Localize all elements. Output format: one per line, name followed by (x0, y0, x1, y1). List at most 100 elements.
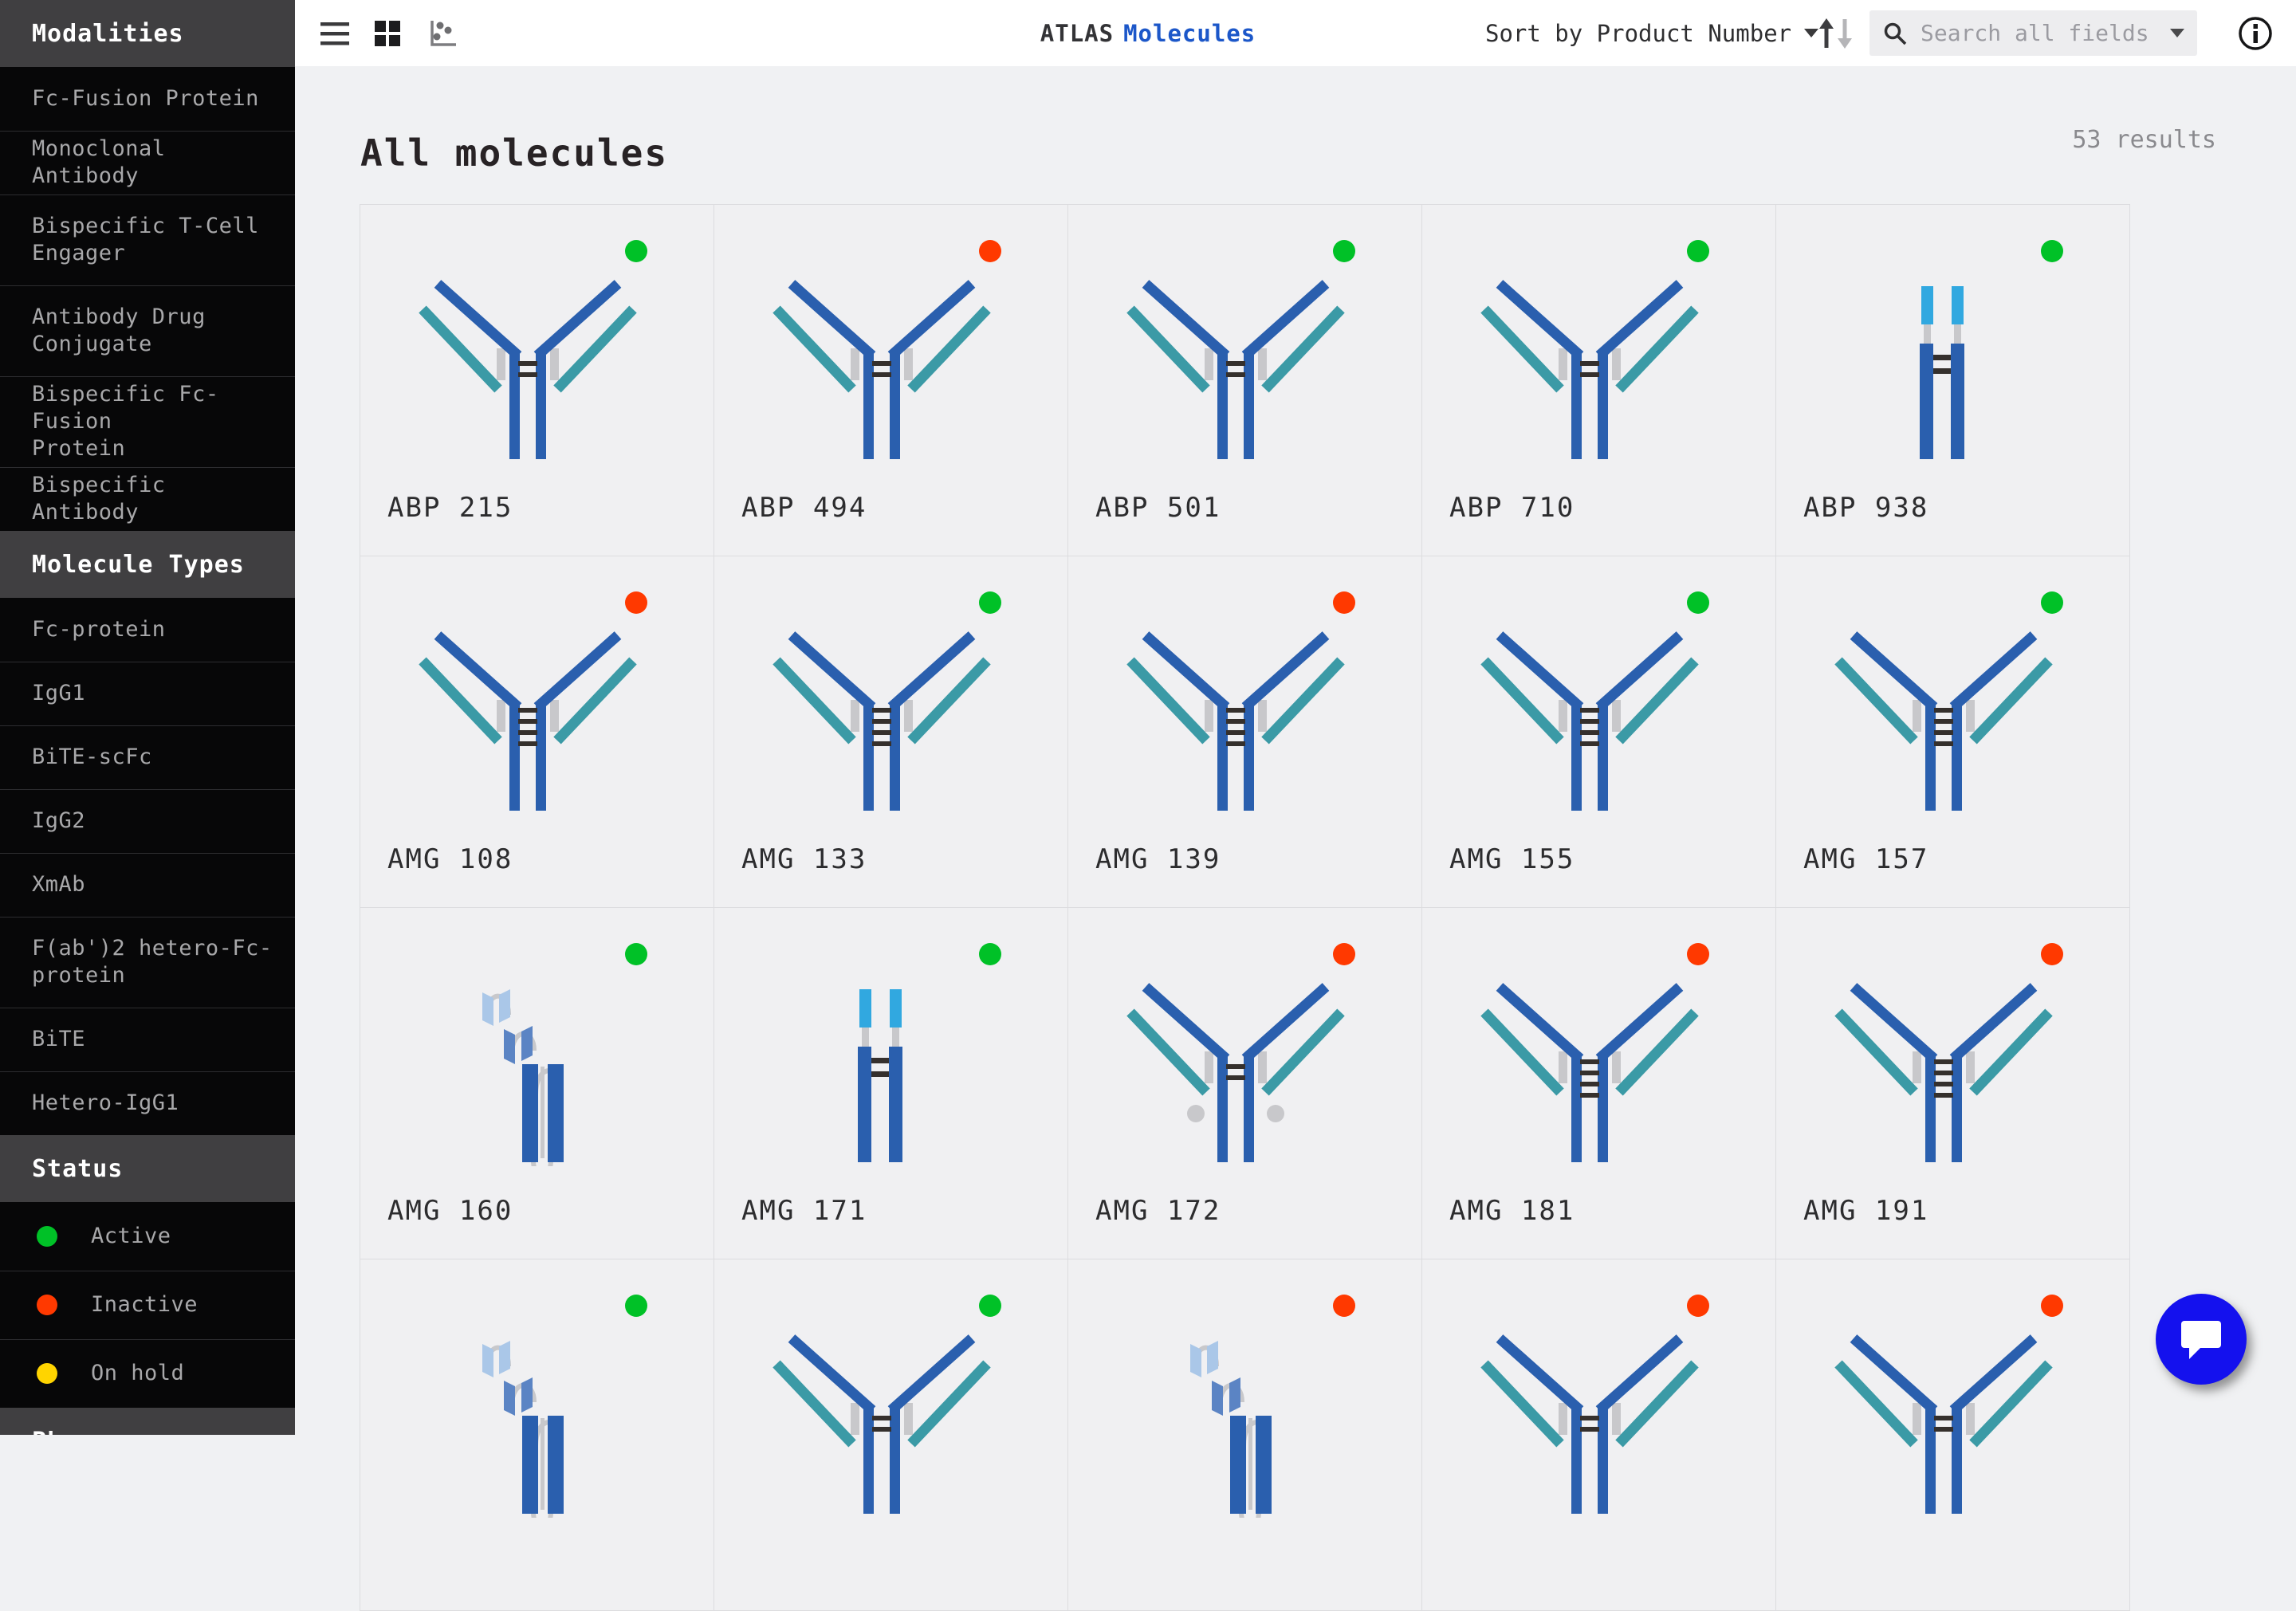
sidebar-filter-item[interactable]: Hetero-IgG1 (0, 1071, 295, 1135)
molecule-status-dot (1687, 591, 1709, 614)
molecule-name: AMG 108 (387, 843, 513, 875)
molecule-status-dot (1333, 943, 1355, 965)
molecule-status-dot (1687, 1295, 1709, 1317)
app-title-atlas: ATLAS (1040, 19, 1115, 47)
scatter-plot-view-icon[interactable] (429, 0, 458, 66)
molecule-name: AMG 160 (387, 1195, 513, 1227)
molecule-name: AMG 171 (741, 1195, 867, 1227)
search-input[interactable] (1919, 19, 2157, 47)
molecule-card[interactable]: AMG 139 (1068, 556, 1422, 908)
bite-icon (482, 1341, 564, 1518)
bite-icon (482, 989, 564, 1166)
igg1-antibody-icon (773, 1334, 991, 1514)
molecule-card[interactable]: AMG 191 (1776, 908, 2130, 1259)
molecule-card[interactable]: AMG 160 (360, 908, 714, 1259)
bite-icon (1190, 1341, 1272, 1518)
sidebar-filter-item[interactable]: Bispecific Fc-Fusion Protein (0, 376, 295, 467)
igg1-antibody-icon (1480, 1334, 1699, 1514)
molecule-card[interactable]: AMG 181 (1422, 908, 1776, 1259)
status-color-dot (37, 1363, 57, 1384)
molecule-name: AMG 157 (1803, 843, 1929, 875)
sidebar-status-item[interactable]: On hold (0, 1339, 295, 1408)
sidebar-status-item[interactable]: Inactive (0, 1271, 295, 1339)
sidebar-filter-item[interactable]: BiTE (0, 1008, 295, 1071)
status-label: Inactive (91, 1292, 199, 1317)
igg2-antibody-icon (1834, 983, 2053, 1162)
info-icon[interactable] (2237, 15, 2274, 55)
page-title: All molecules (360, 131, 669, 175)
molecule-card[interactable]: AMG 108 (360, 556, 714, 908)
molecule-name: ABP 938 (1803, 492, 1929, 524)
sidebar-filter-item[interactable]: Antibody Drug Conjugate (0, 285, 295, 376)
sidebar-filter-item[interactable]: Bispecific T-Cell Engager (0, 194, 295, 285)
molecule-status-dot (979, 240, 1001, 262)
molecule-card[interactable]: ABP 215 (360, 205, 714, 556)
molecule-status-dot (1687, 943, 1709, 965)
igg1-antibody-icon (419, 280, 637, 459)
molecule-card[interactable] (1776, 1259, 2130, 1611)
igg2-antibody-icon (773, 631, 991, 811)
molecule-grid: ABP 215 ABP 494 ABP 501 (360, 204, 2130, 1611)
molecule-status-dot (2041, 591, 2063, 614)
molecule-card[interactable]: AMG 172 (1068, 908, 1422, 1259)
molecule-status-dot (2041, 240, 2063, 262)
topbar: ATLAS Molecules Sort by Product Number (295, 0, 2296, 66)
molecule-card[interactable]: AMG 155 (1422, 556, 1776, 908)
molecule-name: AMG 155 (1449, 843, 1575, 875)
molecule-card[interactable] (1068, 1259, 1422, 1611)
molecule-card[interactable] (714, 1259, 1068, 1611)
grid-view-icon[interactable] (375, 0, 400, 66)
molecule-card[interactable]: AMG 133 (714, 556, 1068, 908)
sidebar-filter-item[interactable]: Bispecific Antibody (0, 467, 295, 531)
molecule-card[interactable]: AMG 171 (714, 908, 1068, 1259)
igg2-antibody-icon (1480, 983, 1699, 1162)
igg2-antibody-icon (419, 631, 637, 811)
molecule-status-dot (625, 591, 647, 614)
sort-direction-icon[interactable] (1818, 17, 1854, 53)
sidebar-filter-item[interactable]: Monoclonal Antibody (0, 131, 295, 194)
sidebar-section-header: Phases (0, 1408, 295, 1435)
sidebar-status-item[interactable]: Active (0, 1202, 295, 1271)
molecule-name: ABP 501 (1095, 492, 1221, 524)
molecule-name: AMG 139 (1095, 843, 1221, 875)
molecule-card[interactable]: ABP 938 (1776, 205, 2130, 556)
search-scope-chevron-icon[interactable] (2170, 29, 2184, 37)
molecule-card[interactable]: ABP 494 (714, 205, 1068, 556)
sidebar-filter-item[interactable]: IgG2 (0, 789, 295, 853)
sidebar-filter-item[interactable]: BiTE-scFc (0, 725, 295, 789)
molecule-name: AMG 172 (1095, 1195, 1221, 1227)
molecule-card[interactable]: ABP 710 (1422, 205, 1776, 556)
igg1-antibody-icon (773, 280, 991, 459)
molecule-card[interactable]: ABP 501 (1068, 205, 1422, 556)
molecule-status-dot (1333, 591, 1355, 614)
molecule-status-dot (625, 1295, 647, 1317)
molecule-name: AMG 133 (741, 843, 867, 875)
app-title-molecules: Molecules (1123, 19, 1256, 47)
sort-dropdown[interactable]: Sort by Product Number (1485, 0, 1819, 66)
sidebar-filter-item[interactable]: F(ab')2 hetero-Fc- protein (0, 917, 295, 1008)
igg2-antibody-icon (1834, 631, 2053, 811)
molecule-name: ABP 494 (741, 492, 867, 524)
hamburger-menu-icon[interactable] (320, 0, 349, 66)
chat-button[interactable] (2156, 1294, 2247, 1385)
search-icon (1882, 21, 1908, 46)
sidebar-filter-item[interactable]: Fc-protein (32, 617, 166, 642)
sidebar-filter-item[interactable]: Fc-Fusion Protein (32, 86, 259, 111)
molecule-card[interactable]: AMG 157 (1776, 556, 2130, 908)
igg2-antibody-icon (1126, 631, 1345, 811)
sidebar-filter-item[interactable]: IgG1 (0, 662, 295, 725)
adc-antibody-icon (1126, 983, 1345, 1162)
molecule-card[interactable] (360, 1259, 714, 1611)
bite-scfc-icon (1920, 286, 1964, 459)
search-box[interactable] (1869, 10, 2197, 56)
molecule-status-dot (2041, 1295, 2063, 1317)
status-label: Active (91, 1224, 171, 1248)
sidebar-section-header: Modalities (0, 0, 295, 67)
chevron-down-icon (1804, 29, 1819, 37)
sidebar-filter-item[interactable]: XmAb (0, 853, 295, 917)
igg1-antibody-icon (1834, 1334, 2053, 1514)
molecule-status-dot (979, 591, 1001, 614)
bite-scfc-icon (858, 989, 902, 1162)
molecule-card[interactable] (1422, 1259, 1776, 1611)
